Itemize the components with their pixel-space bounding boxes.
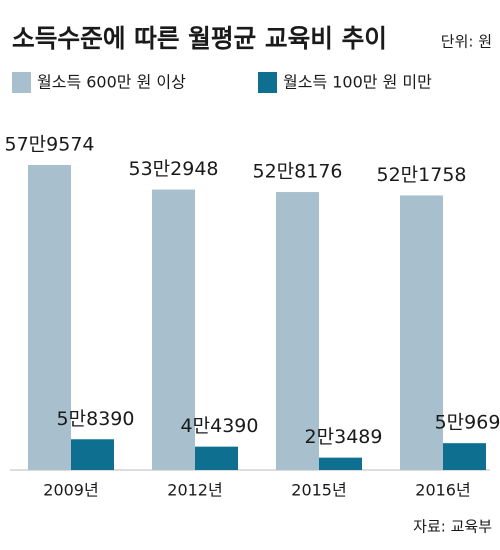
value-label: 52만8176 — [252, 161, 342, 183]
value-label: 5만8390 — [57, 408, 135, 430]
legend-swatch — [12, 72, 31, 93]
bar — [152, 189, 195, 470]
x-tick-label: 2016년 — [415, 481, 470, 500]
bar — [443, 443, 486, 470]
bar — [400, 195, 443, 470]
bar — [319, 457, 362, 470]
value-label: 52만1758 — [376, 164, 466, 186]
source: 자료: 교육부 — [413, 518, 492, 536]
bar — [276, 192, 319, 470]
chart-title: 소득수준에 따른 월평균 교육비 추이 — [12, 24, 387, 53]
value-label: 4만4390 — [181, 415, 259, 437]
legend-label: 월소득 100만 원 미만 — [283, 73, 432, 92]
value-label: 2만3489 — [305, 426, 383, 448]
x-tick-label: 2015년 — [291, 481, 346, 500]
value-label: 53만2948 — [128, 158, 218, 180]
legend-swatch — [258, 72, 277, 93]
legend-label: 월소득 600만 원 이상 — [37, 73, 186, 92]
unit-label: 단위: 원 — [441, 33, 492, 51]
value-label: 57만9574 — [4, 134, 94, 156]
bar — [195, 446, 238, 470]
bar — [71, 439, 114, 470]
x-tick-label: 2012년 — [167, 481, 222, 500]
x-tick-label: 2009년 — [43, 481, 98, 500]
value-label: 5만969 — [435, 412, 500, 434]
bar — [28, 165, 71, 470]
